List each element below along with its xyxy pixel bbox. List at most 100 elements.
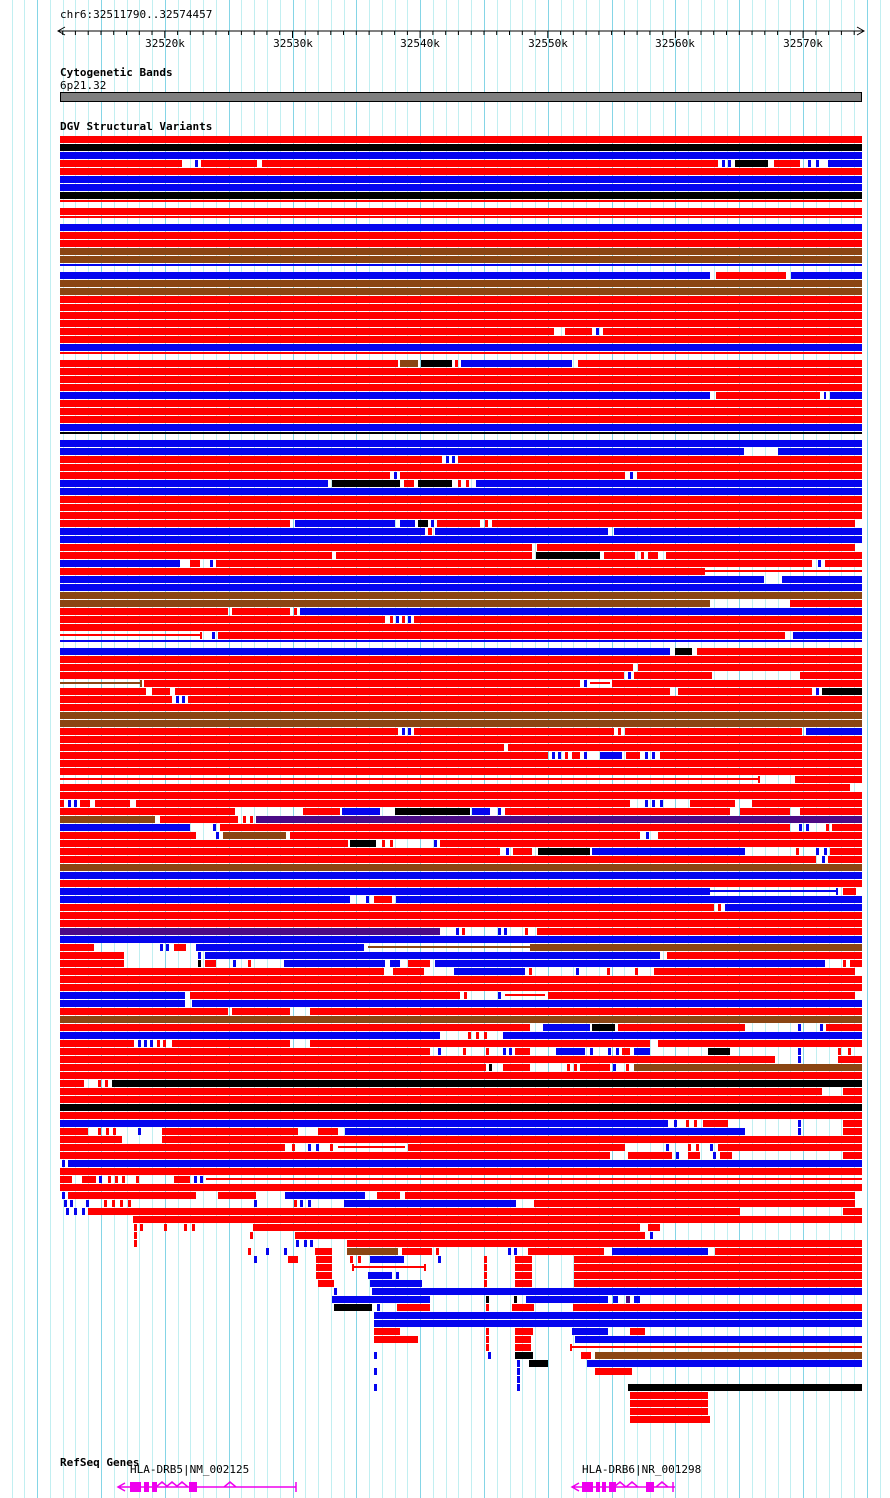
variant-bar[interactable]	[800, 672, 862, 679]
variant-bar[interactable]	[570, 1346, 862, 1348]
variant-bar[interactable]	[843, 1208, 862, 1215]
variant-bar[interactable]	[843, 1120, 862, 1127]
variant-bar[interactable]	[418, 480, 452, 487]
variant-bar[interactable]	[60, 808, 235, 815]
variant-bar[interactable]	[710, 1144, 713, 1151]
variant-bar[interactable]	[174, 944, 186, 951]
variant-bar[interactable]	[70, 1200, 73, 1207]
variant-bar[interactable]	[472, 808, 490, 815]
variant-bar[interactable]	[634, 1064, 862, 1071]
variant-bar[interactable]	[120, 1200, 123, 1207]
variant-bar[interactable]	[60, 800, 64, 807]
variant-bar[interactable]	[435, 960, 825, 967]
variant-bar[interactable]	[838, 1056, 862, 1063]
variant-bar[interactable]	[266, 1248, 269, 1255]
variant-bar[interactable]	[628, 1152, 672, 1159]
variant-bar[interactable]	[435, 528, 608, 535]
variant-bar[interactable]	[806, 728, 862, 735]
variant-bar[interactable]	[400, 472, 625, 479]
variant-bar[interactable]	[648, 552, 658, 559]
variant-bar[interactable]	[218, 1192, 256, 1199]
variant-bar[interactable]	[703, 1120, 728, 1127]
variant-bar[interactable]	[342, 808, 380, 815]
variant-bar[interactable]	[60, 824, 190, 831]
variant-bar[interactable]	[634, 1296, 640, 1303]
variant-bar[interactable]	[60, 872, 862, 879]
variant-bar[interactable]	[504, 928, 507, 935]
variant-bar[interactable]	[60, 600, 710, 607]
variant-bar[interactable]	[799, 824, 802, 831]
variant-bar[interactable]	[595, 1352, 862, 1359]
variant-bar[interactable]	[592, 1024, 615, 1031]
variant-bar[interactable]	[60, 296, 862, 303]
variant-bar[interactable]	[144, 1040, 147, 1047]
variant-bar[interactable]	[201, 160, 257, 167]
variant-bar[interactable]	[60, 976, 862, 983]
variant-bar[interactable]	[485, 520, 488, 527]
variant-bar[interactable]	[824, 848, 827, 855]
variant-bar[interactable]	[60, 192, 862, 199]
variant-bar[interactable]	[60, 592, 862, 599]
variant-bar[interactable]	[150, 1040, 153, 1047]
variant-bar[interactable]	[60, 472, 390, 479]
variant-bar[interactable]	[607, 968, 610, 975]
variant-bar[interactable]	[374, 896, 392, 903]
variant-bar[interactable]	[60, 560, 180, 567]
variant-bar[interactable]	[414, 728, 614, 735]
variant-bar[interactable]	[62, 1192, 65, 1199]
variant-bar[interactable]	[138, 1128, 141, 1135]
variant-bar[interactable]	[296, 1240, 299, 1247]
variant-bar[interactable]	[308, 1200, 311, 1207]
variant-bar[interactable]	[820, 1024, 823, 1031]
variant-bar[interactable]	[60, 552, 332, 559]
variant-bar[interactable]	[134, 1224, 137, 1231]
variant-bar[interactable]	[60, 1064, 486, 1071]
variant-bar[interactable]	[334, 1304, 372, 1311]
variant-bar[interactable]	[660, 800, 663, 807]
variant-bar[interactable]	[60, 992, 185, 999]
variant-bar[interactable]	[60, 280, 862, 287]
variant-bar[interactable]	[60, 880, 862, 887]
variant-bar[interactable]	[517, 1360, 520, 1367]
variant-bar[interactable]	[60, 624, 862, 631]
variant-bar[interactable]	[565, 752, 568, 759]
variant-bar[interactable]	[454, 968, 525, 975]
variant-bar[interactable]	[526, 1296, 608, 1303]
variant-bar[interactable]	[390, 616, 393, 623]
variant-bar[interactable]	[517, 1368, 520, 1375]
variant-bar[interactable]	[567, 1064, 570, 1071]
variant-bar[interactable]	[60, 1048, 430, 1055]
variant-bar[interactable]	[60, 640, 862, 642]
variant-bar[interactable]	[60, 328, 554, 335]
variant-bar[interactable]	[688, 1144, 691, 1151]
variant-bar[interactable]	[60, 240, 862, 247]
variant-bar[interactable]	[628, 672, 631, 679]
variant-bar[interactable]	[608, 1048, 611, 1055]
variant-bar[interactable]	[580, 1064, 610, 1071]
variant-bar[interactable]	[565, 328, 592, 335]
variant-bar[interactable]	[196, 944, 364, 951]
variant-bar[interactable]	[60, 504, 862, 511]
variant-bar[interactable]	[248, 1248, 251, 1255]
variant-bar[interactable]	[424, 1264, 426, 1271]
variant-bar[interactable]	[60, 616, 385, 623]
variant-bar[interactable]	[508, 1248, 511, 1255]
variant-bar[interactable]	[60, 248, 862, 255]
variant-bar[interactable]	[138, 1040, 141, 1047]
variant-bar[interactable]	[290, 832, 640, 839]
variant-bar[interactable]	[816, 160, 819, 167]
variant-bar[interactable]	[315, 1248, 332, 1255]
variant-bar[interactable]	[404, 480, 414, 487]
variant-bar[interactable]	[60, 496, 862, 503]
variant-bar[interactable]	[60, 320, 862, 327]
variant-bar[interactable]	[505, 808, 730, 815]
variant-bar[interactable]	[232, 608, 290, 615]
variant-bar[interactable]	[612, 680, 862, 687]
variant-bar[interactable]	[122, 1176, 125, 1183]
variant-bar[interactable]	[115, 1176, 118, 1183]
variant-bar[interactable]	[666, 552, 862, 559]
variant-bar[interactable]	[294, 608, 297, 615]
variant-bar[interactable]	[136, 1176, 139, 1183]
variant-bar[interactable]	[396, 1272, 399, 1279]
variant-bar[interactable]	[60, 968, 384, 975]
